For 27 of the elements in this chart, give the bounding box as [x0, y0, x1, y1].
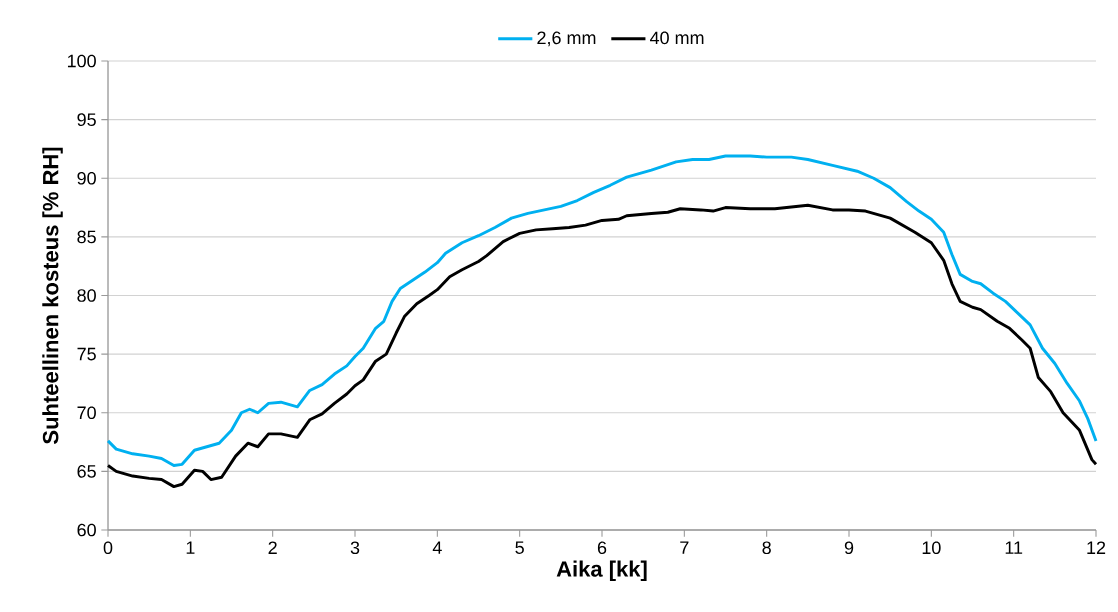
- y-tick-label: 60: [77, 523, 96, 537]
- x-tick-label: 7: [680, 541, 689, 554]
- y-tick-label: 65: [77, 465, 96, 478]
- y-tick-label: 100: [67, 54, 96, 68]
- y-axis-title: Suhteellinen kosteus [% RH]: [42, 147, 63, 445]
- x-tick-label: 8: [762, 541, 771, 555]
- x-tick-label: 11: [1005, 541, 1023, 554]
- x-tick-label: 4: [432, 541, 442, 554]
- legend-label: 40 mm: [650, 31, 704, 45]
- y-tick-label: 80: [77, 289, 96, 302]
- legend-label: 2,6 mm: [537, 31, 596, 47]
- line-series: [106, 203, 1098, 489]
- x-axis-title: Aika [kk]: [556, 560, 647, 582]
- x-tick-label: 2: [268, 541, 277, 554]
- y-tick-label: 70: [77, 406, 96, 420]
- x-tick-label: 9: [844, 541, 854, 555]
- x-tick-label: 10: [922, 541, 941, 555]
- x-tick-label: 0: [103, 541, 113, 555]
- y-tick-label: 75: [77, 347, 96, 361]
- y-tick-label: 95: [77, 113, 96, 126]
- x-tick-label: 6: [597, 541, 607, 555]
- x-tick-label: 5: [515, 541, 524, 554]
- y-tick-label: 85: [77, 230, 96, 244]
- x-tick-label: 1: [186, 541, 195, 554]
- y-tick-label: 90: [77, 171, 96, 185]
- x-tick-label: 3: [350, 541, 360, 555]
- x-tick-label: 12: [1087, 541, 1106, 554]
